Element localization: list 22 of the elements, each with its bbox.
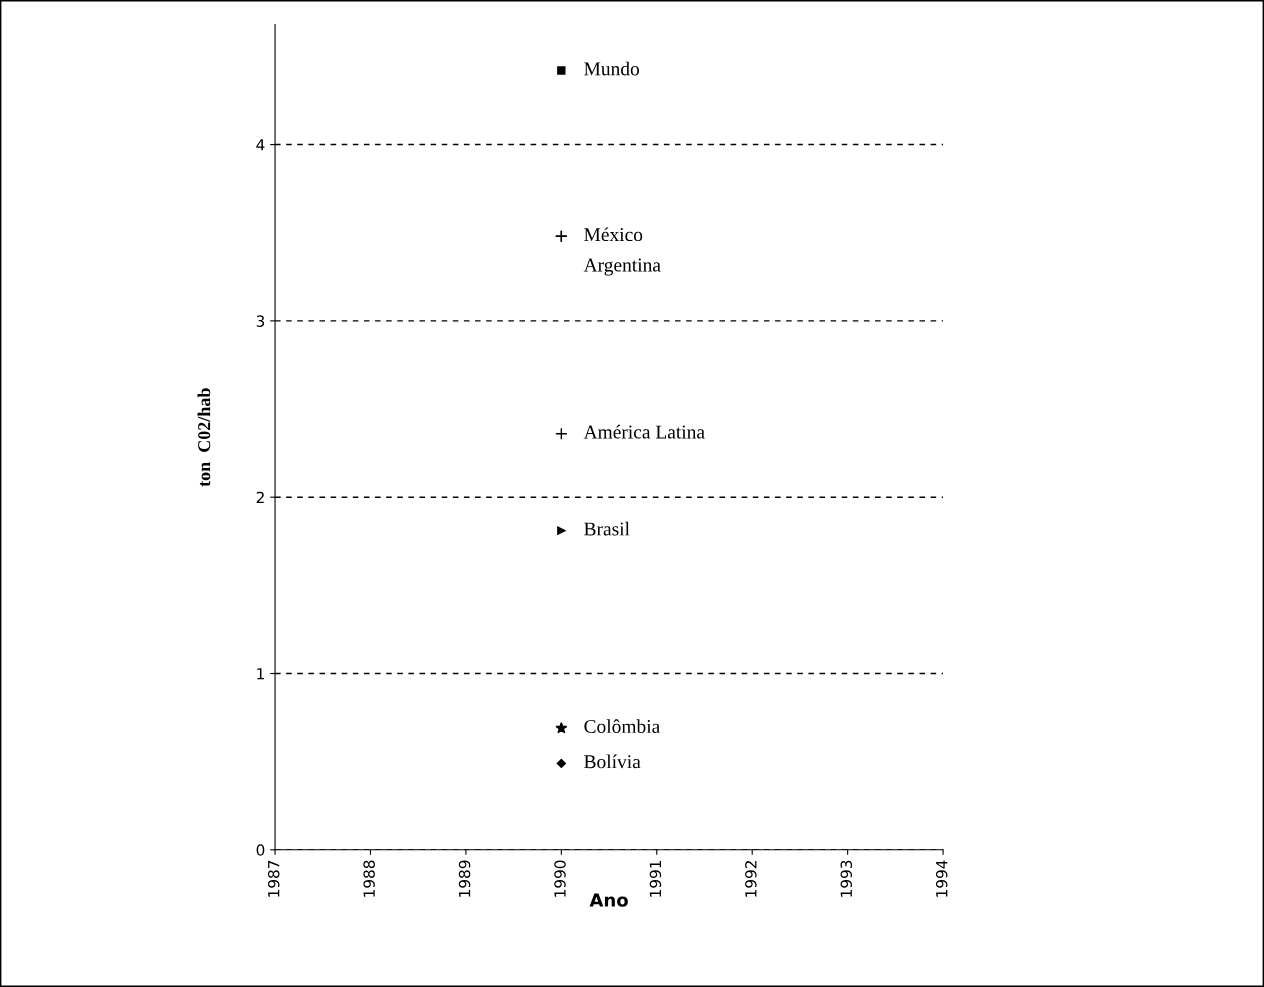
x-tick-label: 1994 — [935, 860, 948, 897]
x-tick-label: 1991 — [649, 860, 662, 897]
series-label: Colômbia — [584, 719, 660, 734]
x-tick-label: 1989 — [458, 860, 471, 897]
y-tick-label: 1 — [257, 668, 264, 680]
series-label: México — [584, 227, 643, 242]
series-label: Bolívia — [584, 754, 641, 769]
x-tick-label: 1993 — [840, 860, 853, 897]
series-label: Mundo — [584, 61, 639, 76]
y-tick-label: 3 — [256, 315, 265, 327]
x-tick-label: 1990 — [554, 860, 566, 897]
y-axis-title: ton C02/hab — [197, 388, 211, 487]
x-axis-title: Ano — [589, 893, 628, 907]
series-label: Brasil — [584, 521, 630, 536]
y-tick-label: 0 — [256, 844, 265, 856]
x-tick-label: 1987 — [267, 860, 280, 897]
y-tick-label: 2 — [256, 491, 264, 503]
series-label: América Latina — [583, 424, 705, 439]
y-tick-label: 4 — [256, 139, 265, 151]
x-tick-label: 1992 — [745, 861, 757, 897]
x-tick-label: 1988 — [363, 860, 375, 897]
series-label: Argentina — [583, 258, 661, 276]
